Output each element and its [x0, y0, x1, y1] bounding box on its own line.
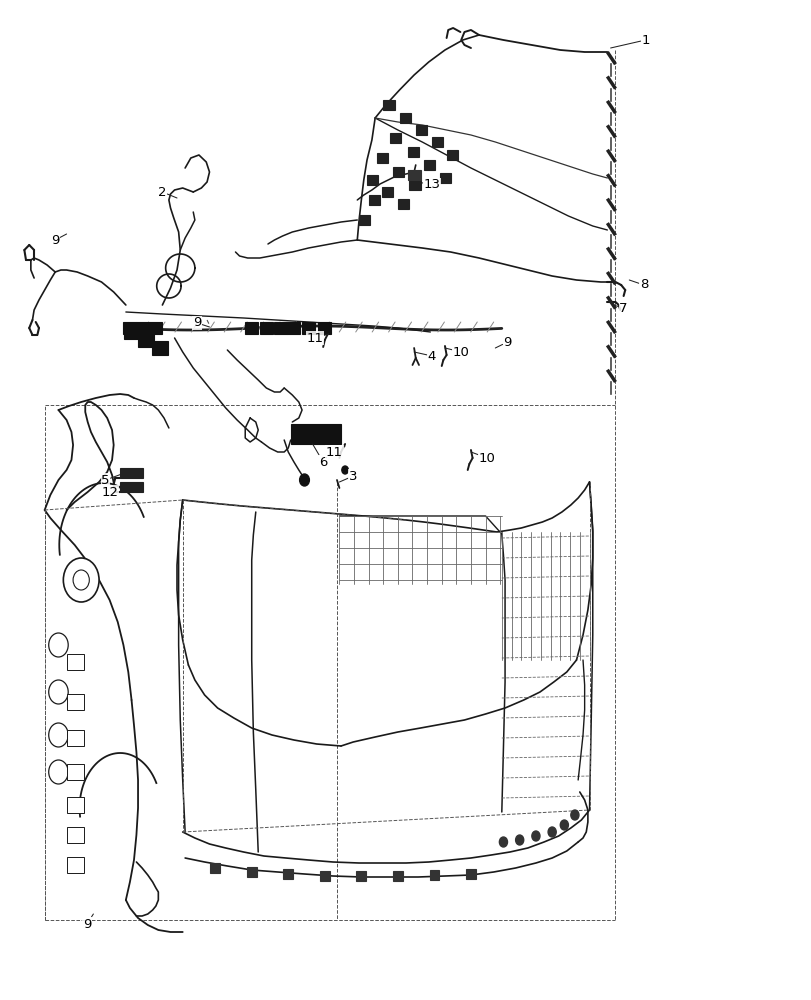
Bar [466, 869, 475, 879]
Text: 3: 3 [339, 470, 357, 483]
Bar [409, 180, 420, 190]
Bar [320, 871, 329, 881]
Bar [67, 764, 84, 780]
Bar [415, 125, 427, 135]
Bar [67, 797, 84, 813]
Bar [389, 133, 401, 143]
Bar [367, 175, 378, 185]
Circle shape [63, 558, 99, 602]
Bar [124, 325, 140, 339]
Bar [431, 137, 443, 147]
Circle shape [299, 474, 309, 486]
Text: 9: 9 [51, 233, 67, 246]
Text: 5: 5 [101, 474, 122, 487]
Text: 8: 8 [629, 278, 647, 292]
Circle shape [531, 831, 539, 841]
Bar [260, 322, 272, 334]
Text: 7: 7 [612, 302, 627, 314]
Circle shape [49, 680, 68, 704]
Bar [356, 871, 366, 881]
Bar [247, 867, 256, 877]
Text: 2: 2 [158, 186, 177, 198]
Bar [287, 322, 300, 334]
Bar [67, 654, 84, 670]
Text: 9: 9 [193, 316, 209, 330]
Text: 4: 4 [414, 350, 436, 362]
Bar [393, 167, 404, 177]
Circle shape [515, 835, 523, 845]
Circle shape [341, 466, 348, 474]
Bar [67, 694, 84, 710]
Circle shape [547, 827, 556, 837]
Circle shape [49, 723, 68, 747]
Bar [67, 857, 84, 873]
Text: 11: 11 [307, 332, 328, 344]
Text: 13: 13 [418, 178, 440, 192]
Text: 9: 9 [83, 914, 93, 930]
Bar [152, 341, 168, 355]
Circle shape [570, 810, 578, 820]
Bar [135, 322, 148, 334]
Bar [399, 113, 410, 123]
Circle shape [560, 820, 568, 830]
Bar [123, 322, 136, 334]
Bar [149, 322, 162, 334]
Bar [120, 468, 143, 478]
Text: 1: 1 [610, 33, 649, 48]
Text: 10: 10 [470, 452, 495, 464]
Bar [446, 150, 457, 160]
Circle shape [499, 837, 507, 847]
Bar [429, 870, 439, 880]
Bar [245, 322, 258, 334]
Bar [376, 153, 388, 163]
Bar [283, 869, 293, 879]
Text: 9: 9 [495, 336, 511, 349]
Bar [138, 333, 154, 347]
Bar [423, 160, 435, 170]
Bar [407, 147, 418, 157]
Bar [407, 170, 420, 180]
Bar [210, 863, 220, 873]
Bar [318, 322, 331, 334]
Bar [381, 187, 393, 197]
Bar [393, 871, 402, 881]
Bar [67, 827, 84, 843]
Bar [120, 482, 143, 492]
Circle shape [49, 760, 68, 784]
Bar [368, 195, 380, 205]
Bar [302, 322, 315, 334]
Bar [290, 424, 341, 444]
Bar [440, 173, 451, 183]
Text: 11: 11 [326, 446, 345, 458]
Circle shape [49, 633, 68, 657]
Bar [358, 215, 370, 225]
Bar [397, 199, 409, 209]
Text: 10: 10 [444, 346, 469, 359]
Circle shape [73, 570, 89, 590]
Bar [383, 100, 394, 110]
Text: 6: 6 [312, 444, 327, 468]
Text: 12: 12 [101, 486, 123, 498]
Bar [273, 322, 286, 334]
Bar [67, 730, 84, 746]
